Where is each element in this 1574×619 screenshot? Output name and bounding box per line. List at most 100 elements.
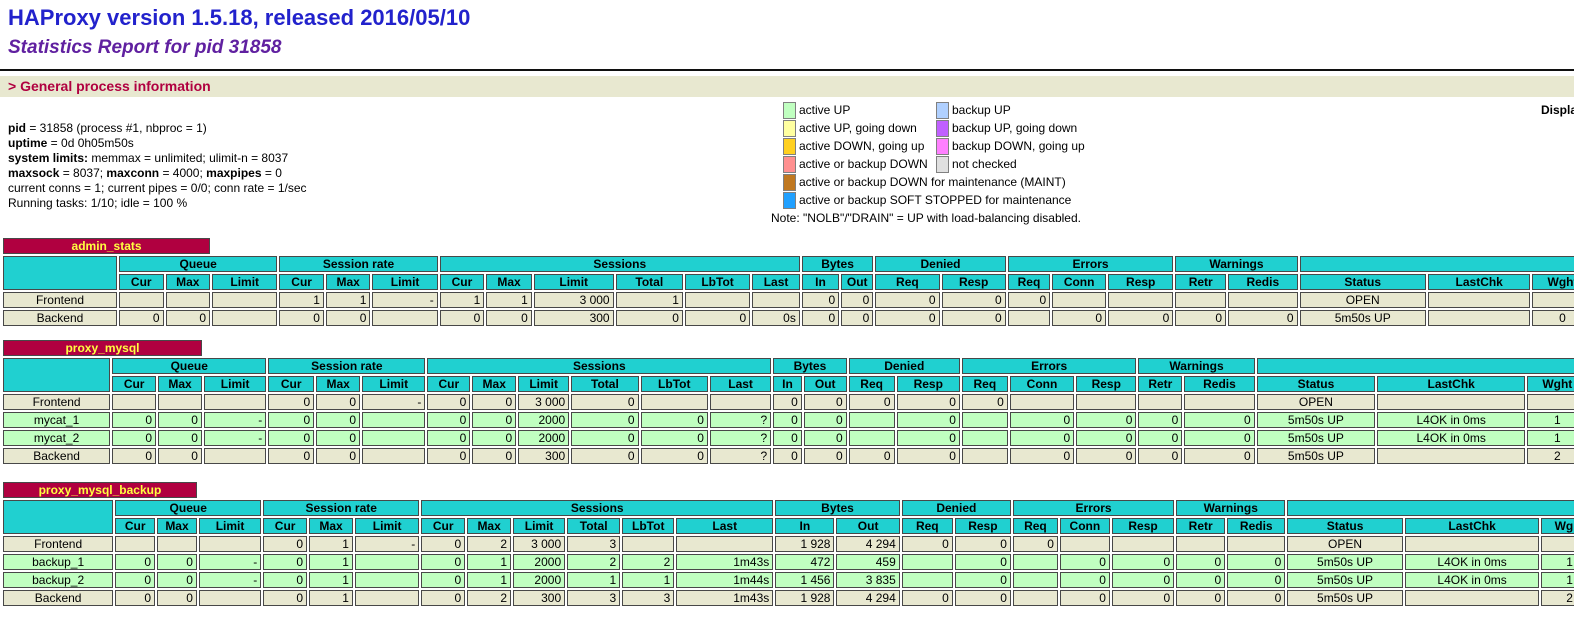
column-header: In bbox=[801, 274, 840, 290]
column-header: Max bbox=[472, 376, 517, 392]
statistics-report-title: Statistics Report for pid 31858 bbox=[8, 37, 282, 58]
table-cell: 0 bbox=[1007, 292, 1051, 308]
table-cell: 0 bbox=[472, 430, 517, 446]
column-header: Out bbox=[803, 376, 847, 392]
table-cell bbox=[709, 394, 772, 410]
table-cell bbox=[372, 310, 438, 326]
table-cell: 0 bbox=[803, 412, 847, 428]
table-cell: 0 bbox=[268, 412, 315, 428]
table-cell: 0 bbox=[157, 590, 197, 606]
column-group-header: Queue bbox=[118, 256, 278, 272]
column-header: Limit bbox=[372, 274, 438, 290]
cell-value-dotted: L4OK in 0ms bbox=[1437, 573, 1507, 587]
table-cell: 0 bbox=[427, 394, 471, 410]
cell-value-dotted: 3 bbox=[609, 591, 617, 605]
legend-swatch bbox=[783, 119, 796, 137]
table-cell bbox=[1012, 572, 1058, 588]
legend-item-label: backup UP bbox=[952, 103, 1011, 117]
column-header: Max bbox=[325, 274, 371, 290]
table-row-backend: Backend 0 0 0 1 0 2 300 3 3 1m43s 1 928 4 294 0 0 0 0 0 0 5… bbox=[3, 590, 1574, 606]
column-header: Max bbox=[467, 518, 512, 534]
table-cell bbox=[158, 394, 202, 410]
row-label: backup_1 bbox=[3, 554, 114, 570]
column-header: Cur bbox=[118, 274, 164, 290]
table-cell bbox=[165, 292, 211, 308]
column-header: LbTot bbox=[684, 274, 751, 290]
haproxy-version-link[interactable]: HAProxy version 1.5.18, released 2016/05… bbox=[8, 5, 471, 30]
table-cell: L4OK in 0ms bbox=[1377, 412, 1526, 428]
table-row-backup_1: backup_1 0 0-0 1 0 1 2000 2 2 1m43s 472 459 0 0 0 0 0 5m5… bbox=[3, 554, 1574, 570]
cell-value-dotted: 0 bbox=[1163, 591, 1171, 605]
table-cell bbox=[115, 536, 156, 552]
table-cell: 0 bbox=[803, 448, 847, 464]
table-cell: 0 bbox=[896, 412, 960, 428]
legend-item-label: active DOWN, going up bbox=[799, 139, 925, 153]
column-group-header: Sessions bbox=[421, 500, 774, 516]
stats-table-proxy_mysql: proxy_mysql Queue Session rate Sessions Byte… bbox=[1, 338, 1574, 466]
table-cell: 1 bbox=[279, 292, 324, 308]
column-header: Retr bbox=[1138, 376, 1183, 392]
table-cell: 0 bbox=[1076, 430, 1137, 446]
table-row-frontend: Frontend 0 1-0 2 3 000 3 1 928 4 294 0 0 0 OPEN bbox=[3, 536, 1574, 552]
table-cell: 0 bbox=[263, 572, 308, 588]
cell-value-dotted: 0 bbox=[1163, 573, 1171, 587]
legend-item: active DOWN, going up bbox=[783, 137, 1071, 155]
table-cell bbox=[1111, 536, 1175, 552]
table-cell: 0 bbox=[954, 536, 1011, 552]
table-cell bbox=[1007, 310, 1051, 326]
table-cell: 1 bbox=[309, 572, 353, 588]
column-group-header: Session rate bbox=[279, 256, 438, 272]
column-header: Redis bbox=[1184, 376, 1255, 392]
column-header: LastChk bbox=[1404, 518, 1540, 534]
column-group-header: Warnings bbox=[1176, 500, 1286, 516]
table-cell: 5m50s UP bbox=[1256, 430, 1376, 446]
table-cell: 0 bbox=[316, 394, 361, 410]
table-cell: 0 bbox=[472, 412, 517, 428]
column-header: Wght bbox=[1541, 518, 1574, 534]
table-row-backup_2: backup_2 0 0-0 1 0 1 2000 1 1 1m44s 1 456 3 835 0 0 0 0… bbox=[3, 572, 1574, 588]
column-header: Limit bbox=[513, 518, 566, 534]
table-cell: 0 bbox=[848, 448, 895, 464]
table-cell: 0 bbox=[640, 430, 708, 446]
legend-note: Note: "NOLB"/"DRAIN" = UP with load-bala… bbox=[771, 211, 1081, 225]
column-header: Resp bbox=[1076, 376, 1137, 392]
table-cell: 0 bbox=[421, 572, 466, 588]
legend-item-label: active or backup DOWN for maintenance (M… bbox=[799, 175, 1066, 189]
row-label: mycat_1 bbox=[3, 412, 111, 428]
table-cell: 0 bbox=[1076, 412, 1137, 428]
table-cell: 0 bbox=[263, 590, 308, 606]
column-group-header: Server bbox=[1256, 358, 1574, 374]
column-header: Max bbox=[486, 274, 532, 290]
table-cell bbox=[676, 536, 774, 552]
table-cell bbox=[961, 448, 1008, 464]
legend-item: not checked bbox=[936, 155, 1085, 173]
table-cell: 3 bbox=[567, 536, 621, 552]
column-group-row: Queue Session rate Sessions Bytes Denied Erro… bbox=[3, 500, 1574, 534]
column-header: Resp bbox=[941, 274, 1006, 290]
table-cell: OPEN bbox=[1299, 292, 1426, 308]
table-cell: 0 bbox=[1111, 572, 1175, 588]
table-cell: 0 bbox=[941, 310, 1006, 326]
table-cell: 4 294 bbox=[836, 536, 900, 552]
table-cell: 0 bbox=[1184, 448, 1255, 464]
table-cell: 0 bbox=[316, 430, 361, 446]
table-cell: 0 bbox=[571, 448, 639, 464]
table-cell: 0 bbox=[875, 310, 940, 326]
cell-value-dotted: 0 bbox=[1162, 311, 1170, 325]
table-cell: 1 bbox=[325, 292, 371, 308]
column-header: LbTot bbox=[640, 376, 708, 392]
table-cell: 0 bbox=[640, 448, 708, 464]
name-column-header bbox=[3, 358, 111, 392]
column-header: Req bbox=[961, 376, 1008, 392]
column-header: Status bbox=[1299, 274, 1426, 290]
table-cell: 2 bbox=[1541, 590, 1574, 606]
table-cell: 0 bbox=[571, 430, 639, 446]
table-cell: 0 bbox=[112, 430, 157, 446]
column-header: Last bbox=[709, 376, 772, 392]
table-cell bbox=[203, 448, 267, 464]
column-group-header: Server bbox=[1287, 500, 1574, 516]
table-cell: 0 bbox=[279, 310, 324, 326]
legend-item-label: active or backup SOFT STOPPED for mainte… bbox=[799, 193, 1072, 207]
table-cell: 0 bbox=[896, 394, 960, 410]
table-cell: 0 bbox=[803, 430, 847, 446]
